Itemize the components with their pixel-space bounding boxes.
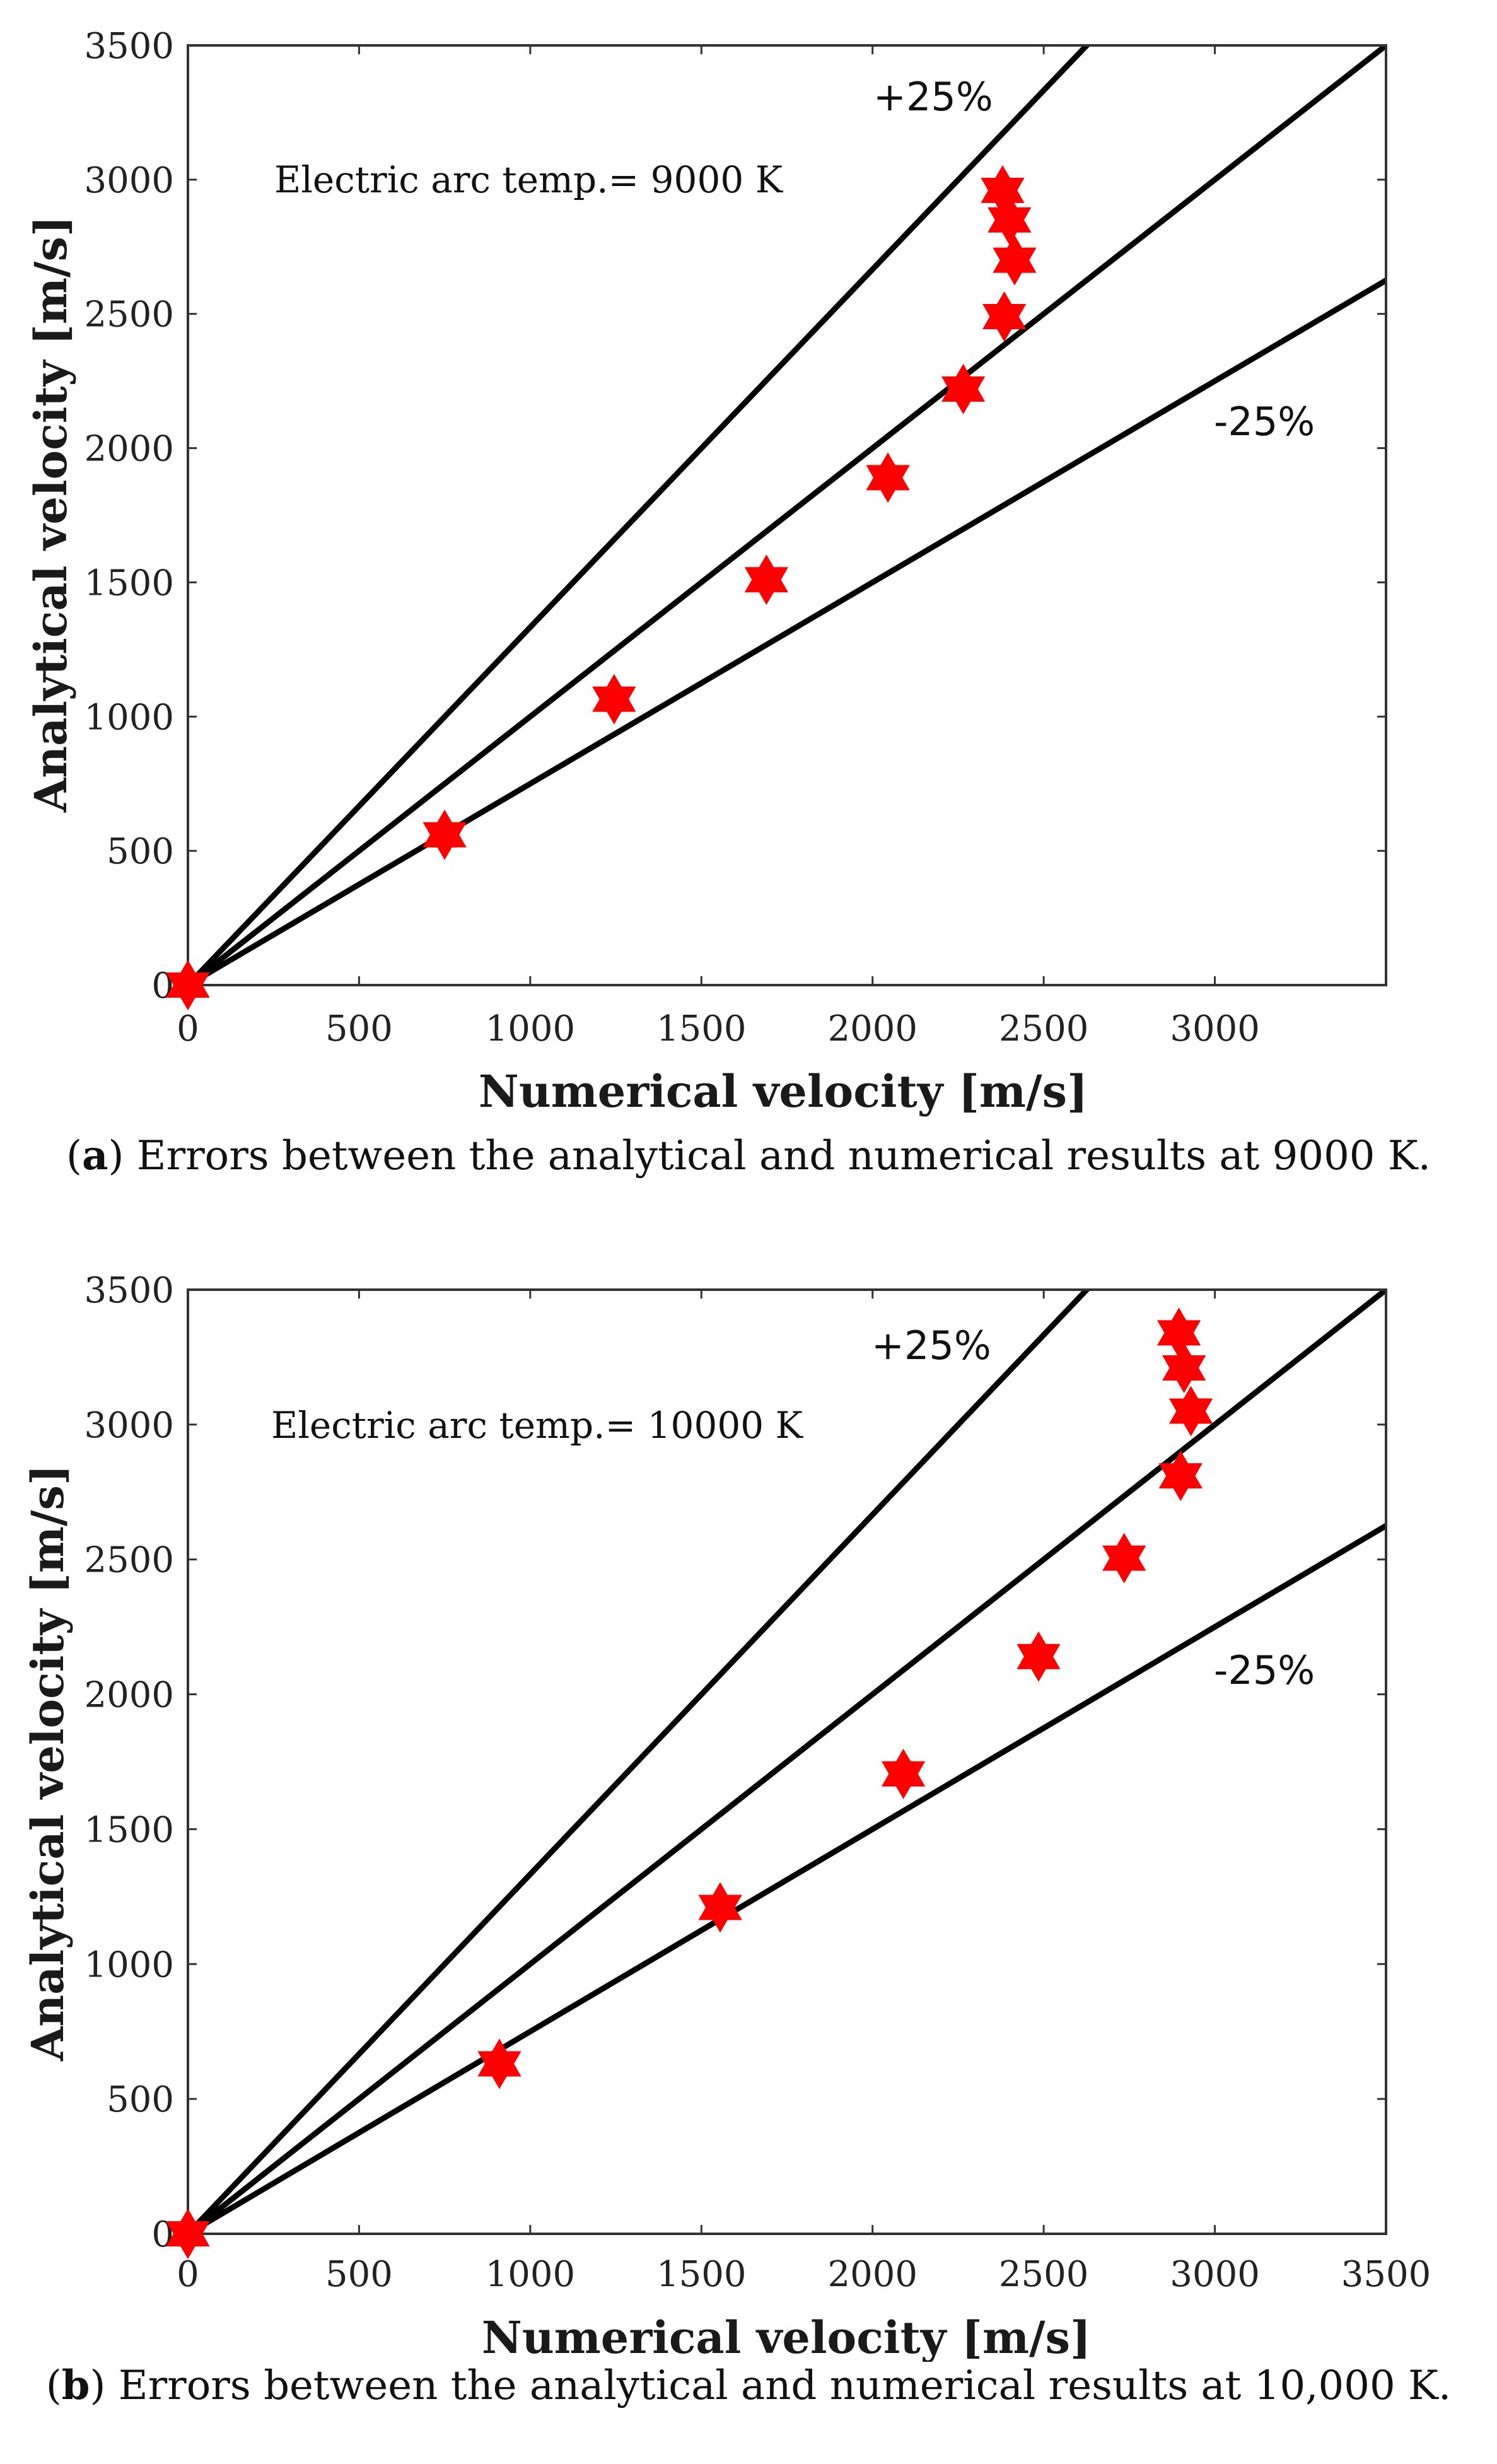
chart-b-data-point <box>1016 1631 1061 1682</box>
chart-a-x-tick-label: 2000 <box>827 1008 917 1049</box>
chart-b-data-point <box>1168 1386 1213 1437</box>
chart-b-y-tick-label: 2000 <box>84 1675 174 1716</box>
chart-a-y-tick-label: 3500 <box>84 26 174 67</box>
chart-b-data-point <box>698 1882 742 1933</box>
figure-b-caption: (b) Errors between the analytical and nu… <box>45 2362 1452 2409</box>
chart-b-minus25-label: -25% <box>1214 1647 1315 1693</box>
chart-b-y-axis-title: Analytical velocity [m/s] <box>21 1464 74 2062</box>
chart-a-data-point <box>982 291 1027 342</box>
chart-a-y-tick-label: 3000 <box>84 160 174 201</box>
chart-b-data-point <box>477 2038 521 2089</box>
chart-a-data-point <box>166 960 210 1010</box>
chart-b-ticks: 0 500 1000 1500 2000 2500 3000 3500 0 500 1000 1500… <box>84 1270 1431 2295</box>
chart-b-data-point <box>166 2209 210 2259</box>
chart-a-data-point <box>592 674 636 725</box>
chart-b-equal-line <box>188 1290 1386 2234</box>
chart-b-plus25-line <box>188 1290 1091 2234</box>
chart-b-y-tick-label: 1500 <box>84 1809 174 1850</box>
chart-a-y-tick-label: 1500 <box>84 563 174 604</box>
chart-b-x-tick-label: 2500 <box>999 2254 1089 2295</box>
chart-a-annotation: Electric arc temp.= 9000 K <box>274 158 784 201</box>
chart-b-x-axis-title: Numerical velocity [m/s] <box>482 2311 1091 2362</box>
chart-b-data-point <box>1156 1307 1201 1358</box>
chart-a-data-point <box>993 235 1037 286</box>
chart-b-x-tick-label: 0 <box>177 2254 199 2295</box>
chart-a-y-tick-label: 500 <box>107 831 174 872</box>
chart-a: 0 500 1000 1500 2000 2500 3000 3500 0 500 1000 1500… <box>25 26 1387 1118</box>
chart-b-x-tick-label: 3000 <box>1170 2254 1260 2295</box>
chart-b: 0 500 1000 1500 2000 2500 3000 3500 0 500 1000 1500… <box>21 1270 1431 2362</box>
chart-a-y-tick-label: 0 <box>151 966 174 1007</box>
figure-b-caption-letter: b <box>61 2362 90 2409</box>
chart-b-y-tick-label: 2500 <box>84 1540 174 1581</box>
chart-b-y-tick-label: 3000 <box>84 1405 174 1446</box>
chart-b-reference-lines <box>188 1290 1386 2234</box>
chart-b-plus25-label: +25% <box>871 1323 991 1369</box>
chart-b-annotation: Electric arc temp.= 10000 K <box>271 1404 804 1447</box>
chart-b-data-point <box>1162 1343 1206 1393</box>
chart-a-data-point <box>422 809 467 860</box>
chart-a-axes-frame <box>187 44 1387 986</box>
chart-a-y-tick-label: 2000 <box>84 429 174 470</box>
chart-a-x-tick-label: 0 <box>177 1008 199 1049</box>
figure-a-caption: (a) Errors between the analytical and nu… <box>66 1132 1431 1179</box>
chart-a-x-axis-title: Numerical velocity [m/s] <box>479 1065 1088 1118</box>
chart-a-y-axis-title: Analytical velocity [m/s] <box>25 216 77 813</box>
chart-a-plus25-line <box>188 45 1091 985</box>
figure-a-caption-text: ) Errors between the analytical and nume… <box>108 1133 1431 1179</box>
chart-a-ticks: 0 500 1000 1500 2000 2500 3000 3500 0 500 1000 1500… <box>84 26 1386 1049</box>
chart-a-data-point <box>866 452 910 503</box>
chart-a-points <box>166 165 1037 1010</box>
chart-b-y-tick-label: 3500 <box>84 1270 174 1311</box>
chart-a-reference-lines <box>188 45 1386 985</box>
figure-b: 0 500 1000 1500 2000 2500 3000 3500 0 500 1000 1500… <box>0 1233 1497 2464</box>
chart-b-data-point <box>881 1748 926 1799</box>
figure-a: 0 500 1000 1500 2000 2500 3000 3500 0 500 1000 1500… <box>25 26 1431 1179</box>
chart-a-x-tick-label: 2500 <box>999 1008 1089 1049</box>
chart-b-data-point <box>1158 1451 1203 1502</box>
chart-b-data-point <box>1102 1533 1146 1584</box>
chart-a-plus25-label: +25% <box>873 74 993 120</box>
chart-a-minus25-line <box>188 277 1386 985</box>
chart-b-x-tick-label: 2000 <box>827 2254 917 2295</box>
chart-a-x-tick-label: 3000 <box>1170 1008 1260 1049</box>
chart-a-minus25-label: -25% <box>1214 399 1315 445</box>
chart-a-y-tick-label: 1000 <box>84 697 174 738</box>
chart-b-x-tick-label: 3500 <box>1341 2254 1431 2295</box>
chart-b-x-tick-label: 1500 <box>656 2254 747 2295</box>
figure-a-caption-letter: a <box>81 1132 108 1179</box>
chart-a-data-point <box>941 363 986 414</box>
chart-a-x-tick-label: 1000 <box>486 1008 576 1049</box>
chart-b-points <box>166 1307 1213 2259</box>
chart-b-y-tick-label: 500 <box>107 2079 174 2120</box>
chart-a-y-tick-label: 2500 <box>84 295 174 336</box>
chart-b-y-tick-label: 0 <box>151 2214 174 2255</box>
chart-b-y-tick-label: 1000 <box>84 1944 174 1985</box>
chart-a-data-point <box>744 554 789 605</box>
chart-a-x-tick-label: 1500 <box>656 1008 747 1049</box>
chart-b-x-tick-label: 1000 <box>486 2254 576 2295</box>
chart-b-minus25-line <box>188 1523 1386 2234</box>
figure-b-caption-text: ) Errors between the analytical and nume… <box>90 2362 1452 2409</box>
chart-b-axes-frame <box>187 1288 1387 2235</box>
chart-b-x-tick-label: 500 <box>325 2254 393 2295</box>
chart-a-equal-line <box>188 45 1386 985</box>
chart-a-data-point <box>981 165 1025 216</box>
chart-a-x-tick-label: 500 <box>325 1008 393 1049</box>
